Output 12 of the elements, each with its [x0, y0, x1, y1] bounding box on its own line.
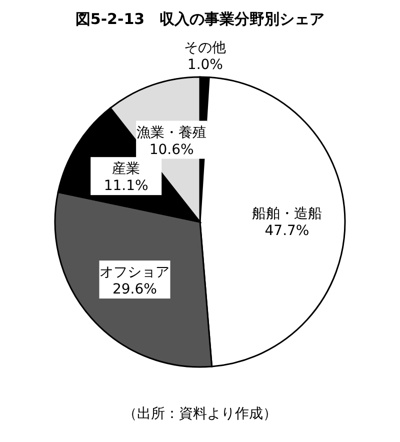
data-label: 10.6% — [149, 142, 194, 158]
data-label: 47.7% — [264, 223, 310, 240]
chart-title: 図5-2-13 収入の事業分野別シェア — [75, 10, 325, 28]
data-label: 11.1% — [104, 178, 148, 194]
slice-label: その他 — [184, 40, 226, 56]
text: （出所：資料より作成） — [123, 406, 277, 422]
data-label: 29.6% — [112, 282, 157, 298]
slice-label: 産業 — [112, 161, 140, 178]
slice-label: 漁業・養殖 — [136, 124, 207, 141]
slice-label: 船舶・造船 — [252, 206, 322, 222]
data-label: 1.0% — [187, 57, 224, 74]
slice-label: オフショア — [100, 264, 170, 281]
